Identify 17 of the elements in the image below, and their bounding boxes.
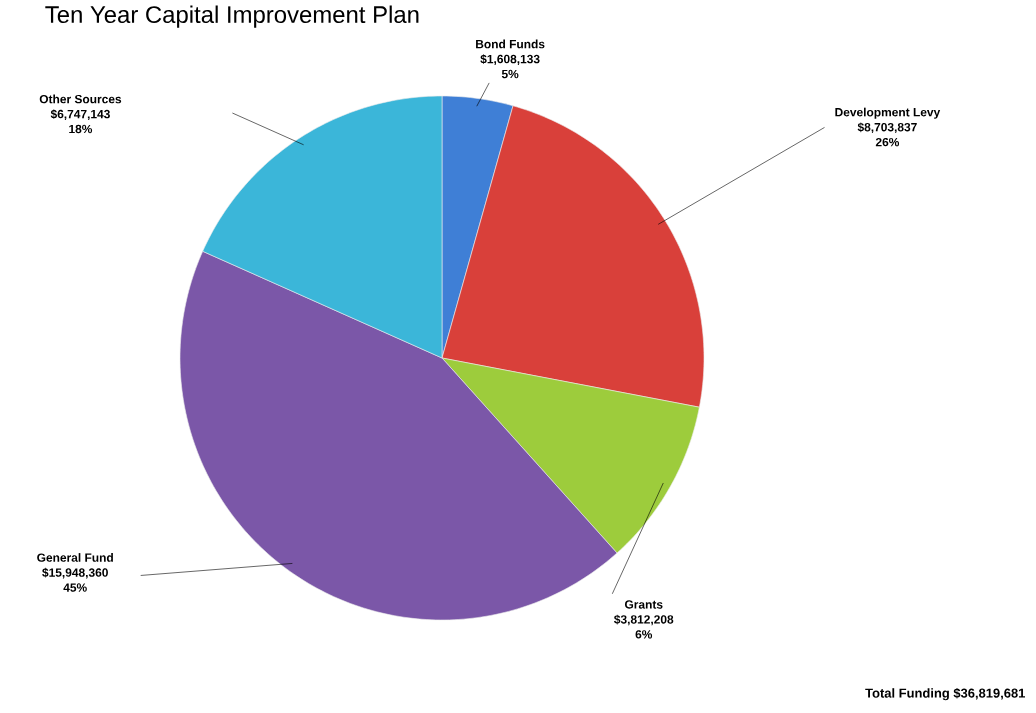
data-label: $15,948,360 (42, 567, 108, 579)
text: 26% (875, 137, 900, 147)
slice-label: Grants (624, 600, 663, 609)
chart-title: Ten Year Capital Improvement Plan (45, 5, 419, 28)
text: 6% (635, 630, 653, 639)
slice-label: General Fund (37, 553, 113, 562)
slice-label: Bond Funds (476, 39, 545, 49)
data-label: $1,608,133 (480, 54, 540, 65)
text: Total Funding $36,819,681 (865, 687, 1026, 701)
data-label: $3,812,208 (613, 614, 674, 626)
text: 18% (69, 124, 93, 134)
slice-label: Other Sources (39, 94, 122, 104)
text: 45% (63, 583, 87, 592)
text: 5% (501, 69, 519, 79)
data-label: $6,747,143 (50, 109, 110, 121)
slice-label: Development Levy (835, 107, 941, 119)
data-label: $8,703,837 (857, 122, 917, 134)
